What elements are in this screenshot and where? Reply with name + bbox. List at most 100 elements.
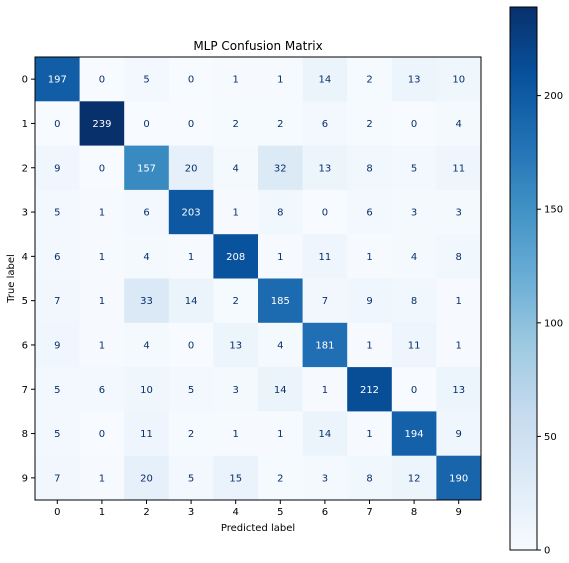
heatmap-cell xyxy=(436,189,482,235)
heatmap-cell xyxy=(35,145,81,191)
cell-value-label: 14 xyxy=(319,429,332,440)
cell-value-label: 1 xyxy=(99,208,105,219)
cell-value-label: 14 xyxy=(274,385,287,396)
heatmap-cell xyxy=(35,278,81,324)
heatmap-cell xyxy=(168,411,214,457)
heatmap-cell xyxy=(258,189,304,235)
y-tick-label: 5 xyxy=(22,296,28,307)
heatmap-cell xyxy=(436,455,482,501)
cell-value-label: 20 xyxy=(185,163,198,174)
cell-value-label: 2 xyxy=(233,296,239,307)
cell-value-label: 6 xyxy=(322,119,328,130)
y-tick-label: 6 xyxy=(22,340,28,351)
heatmap-cell xyxy=(436,234,482,279)
heatmap-cell xyxy=(124,322,170,368)
heatmap-cell xyxy=(213,278,259,324)
heatmap-cell xyxy=(347,234,393,279)
cell-value-label: 10 xyxy=(452,75,465,86)
cell-value-label: 33 xyxy=(140,296,153,307)
heatmap-cell xyxy=(35,411,81,457)
heatmap-cell xyxy=(436,278,482,324)
cell-value-label: 0 xyxy=(99,163,105,174)
colorbar-tick-label: 50 xyxy=(544,432,557,443)
cell-value-label: 212 xyxy=(360,385,379,396)
heatmap-cell xyxy=(168,145,214,191)
heatmap-cell xyxy=(258,455,304,501)
heatmap-cell xyxy=(391,411,437,457)
cell-value-label: 1 xyxy=(366,252,372,263)
heatmap-cell xyxy=(168,234,214,279)
x-tick-label: 1 xyxy=(99,507,105,518)
heatmap-cell xyxy=(391,101,437,147)
x-tick-label: 0 xyxy=(54,507,60,518)
heatmap-cell xyxy=(168,367,214,412)
heatmap-cell xyxy=(302,411,348,457)
cell-value-label: 3 xyxy=(233,385,239,396)
heatmap-cell xyxy=(124,101,170,147)
heatmap-cell xyxy=(79,367,125,412)
heatmap-cell xyxy=(35,367,81,412)
heatmap-cell xyxy=(213,145,259,191)
heatmap-cell xyxy=(79,411,125,457)
heatmap-cell xyxy=(124,189,170,235)
heatmap-cell xyxy=(391,278,437,324)
heatmap-cell xyxy=(258,367,304,412)
heatmap-cell xyxy=(302,234,348,279)
heatmap-cell xyxy=(124,57,170,102)
heatmap-cell xyxy=(302,322,348,368)
heatmap-cell xyxy=(258,101,304,147)
heatmap-cell xyxy=(347,145,393,191)
cell-value-label: 6 xyxy=(366,208,372,219)
heatmap-cell xyxy=(436,411,482,457)
cell-value-label: 3 xyxy=(322,473,328,484)
cell-value-label: 181 xyxy=(315,340,334,351)
heatmap-cell xyxy=(213,411,259,457)
cell-value-label: 15 xyxy=(229,473,242,484)
heatmap-cell xyxy=(35,322,81,368)
heatmap-cell-labels: 197 0 5 0 1 1 14 2 13 100 239 0 0 2 2 6 2 0 49 0 157 20 4 32 13 8… xyxy=(48,75,468,485)
cell-value-label: 0 xyxy=(54,119,60,130)
cell-value-label: 0 xyxy=(99,429,105,440)
heatmap-cell xyxy=(302,57,348,102)
cell-value-label: 11 xyxy=(408,340,421,351)
heatmap-cell xyxy=(124,455,170,501)
cell-value-label: 1 xyxy=(233,429,239,440)
heatmap-cell xyxy=(35,234,81,279)
cell-value-label: 1 xyxy=(366,340,372,351)
heatmap-cell xyxy=(168,455,214,501)
cell-value-label: 1 xyxy=(233,75,239,86)
cell-value-label: 10 xyxy=(140,385,153,396)
heatmap-cell xyxy=(213,234,259,279)
cell-value-label: 5 xyxy=(188,473,194,484)
heatmap-cell xyxy=(302,278,348,324)
cell-value-label: 13 xyxy=(452,385,465,396)
x-tick-label: 6 xyxy=(322,507,328,518)
cell-value-label: 0 xyxy=(99,75,105,86)
cell-value-label: 20 xyxy=(140,473,153,484)
heatmap-cell xyxy=(347,57,393,102)
x-tick-label: 7 xyxy=(366,507,372,518)
x-tick-label: 2 xyxy=(143,507,149,518)
y-tick-label: 2 xyxy=(22,163,28,174)
heatmap-cell xyxy=(347,322,393,368)
heatmap-cell xyxy=(258,57,304,102)
cell-value-label: 5 xyxy=(54,208,60,219)
cell-value-label: 197 xyxy=(48,75,67,86)
cell-value-label: 8 xyxy=(366,473,372,484)
cell-value-label: 0 xyxy=(188,75,194,86)
heatmap-cell xyxy=(436,57,482,102)
colorbar-ticks: 0 50 100 150 200 xyxy=(537,91,563,557)
y-tick-label: 9 xyxy=(22,473,28,484)
heatmap-cell xyxy=(213,367,259,412)
heatmap-cell xyxy=(35,101,81,147)
cell-value-label: 208 xyxy=(226,252,245,263)
cell-value-label: 1 xyxy=(456,296,462,307)
cell-value-label: 0 xyxy=(188,119,194,130)
colorbar xyxy=(509,6,538,551)
cell-value-label: 8 xyxy=(277,208,283,219)
cell-value-label: 1 xyxy=(99,473,105,484)
cell-value-label: 6 xyxy=(143,208,149,219)
cell-value-label: 7 xyxy=(54,296,60,307)
cell-value-label: 0 xyxy=(143,119,149,130)
